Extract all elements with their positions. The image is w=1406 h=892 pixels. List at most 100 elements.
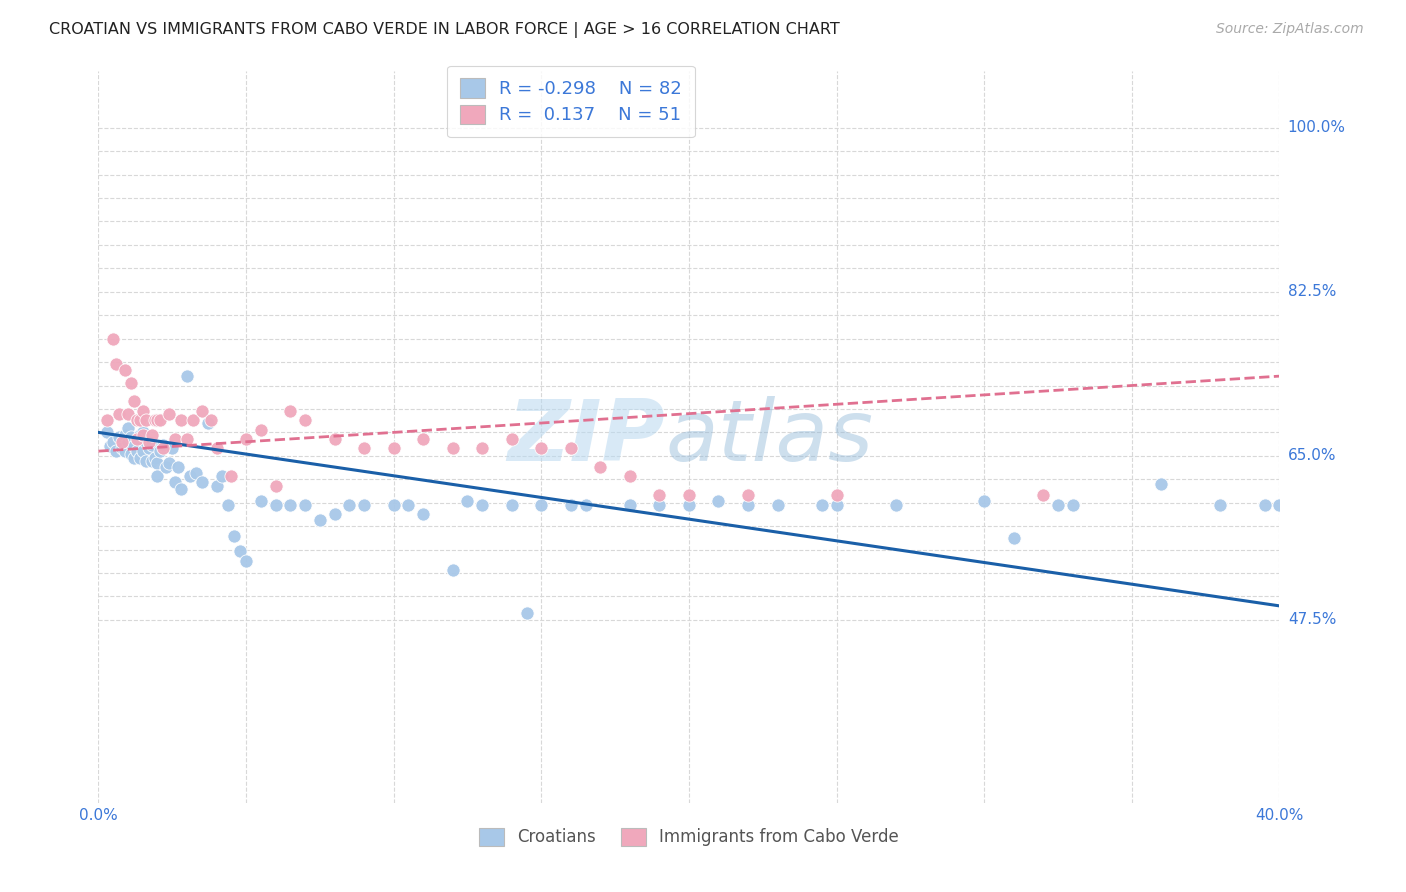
Point [146, 469, 169, 483]
Point [146, 456, 169, 470]
Point [105, 444, 128, 458]
Point [138, 442, 160, 456]
Point [441, 563, 464, 577]
Point [825, 498, 848, 512]
Point [157, 407, 180, 421]
Point [224, 528, 246, 542]
Point [122, 394, 145, 409]
Point [1254, 498, 1277, 512]
Point [120, 430, 142, 444]
Point [197, 416, 219, 430]
Point [117, 407, 139, 421]
Point [264, 498, 287, 512]
Point [707, 493, 730, 508]
Point [108, 430, 131, 444]
Point [176, 432, 198, 446]
Point [264, 479, 287, 493]
Point [530, 498, 553, 512]
Point [810, 498, 832, 512]
Point [457, 493, 479, 508]
Point [132, 444, 155, 458]
Point [294, 498, 316, 512]
Point [128, 450, 150, 465]
Point [339, 498, 361, 512]
Point [128, 413, 150, 427]
Point [250, 423, 273, 437]
Point [235, 554, 257, 568]
Point [309, 513, 332, 527]
Point [120, 447, 142, 461]
Point [143, 413, 166, 427]
Point [138, 434, 160, 449]
Point [117, 420, 139, 434]
Point [132, 428, 155, 442]
Point [125, 444, 148, 458]
Point [221, 469, 243, 483]
Point [678, 488, 700, 502]
Point [135, 453, 157, 467]
Point [766, 498, 789, 512]
Point [560, 442, 582, 456]
Point [211, 469, 233, 483]
Point [294, 413, 316, 427]
Point [1062, 498, 1084, 512]
Point [167, 460, 190, 475]
Text: 100.0%: 100.0% [1288, 120, 1346, 135]
Point [323, 507, 346, 521]
Point [155, 460, 177, 475]
Point [530, 442, 553, 456]
Point [114, 428, 136, 442]
Point [280, 404, 302, 418]
Point [589, 460, 612, 475]
Point [170, 413, 193, 427]
Point [737, 498, 759, 512]
Point [149, 413, 172, 427]
Text: CROATIAN VS IMMIGRANTS FROM CABO VERDE IN LABOR FORCE | AGE > 16 CORRELATION CHA: CROATIAN VS IMMIGRANTS FROM CABO VERDE I… [49, 22, 839, 38]
Point [575, 498, 598, 512]
Point [105, 357, 128, 371]
Point [132, 425, 155, 440]
Point [122, 450, 145, 465]
Point [353, 498, 375, 512]
Point [619, 498, 641, 512]
Point [441, 442, 464, 456]
Point [128, 428, 150, 442]
Point [200, 413, 222, 427]
Point [146, 413, 169, 427]
Point [108, 407, 131, 421]
Point [162, 442, 183, 456]
Point [152, 442, 174, 456]
Point [205, 442, 228, 456]
Point [501, 498, 523, 512]
Point [165, 432, 187, 446]
Point [648, 488, 671, 502]
Point [516, 607, 538, 621]
Point [114, 362, 136, 376]
Point [132, 404, 155, 418]
Point [323, 432, 346, 446]
Point [141, 437, 163, 451]
Point [191, 404, 214, 418]
Point [122, 440, 145, 454]
Point [157, 456, 180, 470]
Point [353, 442, 375, 456]
Point [398, 498, 420, 512]
Point [973, 493, 995, 508]
Point [825, 488, 848, 502]
Point [135, 413, 157, 427]
Point [501, 432, 523, 446]
Point [117, 434, 139, 449]
Point [1002, 532, 1025, 546]
Point [280, 498, 302, 512]
Point [184, 466, 207, 480]
Point [103, 332, 125, 346]
Point [250, 493, 273, 508]
Point [619, 469, 641, 483]
Text: 82.5%: 82.5% [1288, 285, 1336, 299]
Point [96, 425, 118, 440]
Text: ZIP: ZIP [508, 395, 665, 479]
Point [176, 369, 198, 384]
Point [141, 453, 163, 467]
Point [1150, 477, 1173, 491]
Point [412, 507, 434, 521]
